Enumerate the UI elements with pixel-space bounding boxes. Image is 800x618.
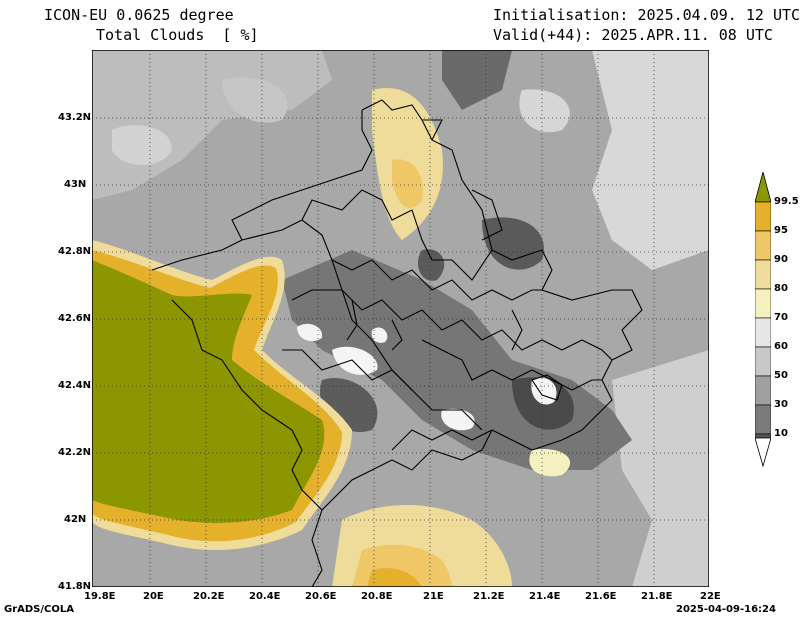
clear-spot-3	[371, 327, 388, 343]
lat-label: 43N	[64, 179, 87, 190]
colorbar-bin	[755, 288, 771, 319]
colorbar-bin	[755, 404, 771, 435]
cloud-zone-90-north	[392, 159, 423, 209]
cloud-patch-70	[529, 449, 571, 477]
lat-label: 41.8N	[58, 581, 92, 592]
init-time: Initialisation: 2025.04.09. 12 UTC	[493, 6, 800, 24]
lon-label: 20.6E	[305, 591, 337, 602]
lat-label: 43.2N	[58, 112, 92, 123]
colorbar-bin	[755, 433, 771, 439]
lat-label: 42.8N	[58, 246, 92, 257]
cloud-zone-95-south	[367, 568, 422, 587]
clear-spot-1	[332, 346, 378, 375]
lon-label: 21.2E	[473, 591, 505, 602]
cloud-patch-dark	[417, 249, 445, 281]
colorbar-label: 50	[774, 370, 788, 381]
lon-label: 21.6E	[585, 591, 617, 602]
colorbar-bin	[755, 317, 771, 348]
colorbar-label: 30	[774, 399, 788, 410]
lon-label: 21.8E	[641, 591, 673, 602]
colorbar-bin	[755, 259, 771, 290]
cloud-map	[92, 50, 709, 587]
lon-label: 22E	[700, 591, 721, 602]
cloud-zone-light-se	[612, 350, 709, 587]
map-title: ICON-EU 0.0625 degree	[44, 6, 234, 24]
clear-spot-2	[297, 323, 323, 342]
colorbar-label: 10	[774, 428, 788, 439]
colorbar-label: 80	[774, 283, 788, 294]
colorbar-bin	[755, 201, 771, 232]
cloud-zone-light-ne	[592, 50, 709, 270]
lon-label: 20.8E	[361, 591, 393, 602]
colorbar-bin	[755, 230, 771, 261]
lon-label: 21E	[423, 591, 444, 602]
colorbar-label: 70	[774, 312, 788, 323]
colorbar-bin	[755, 346, 771, 377]
cloud-patch-light	[112, 125, 172, 165]
credit-label: GrADS/COLA	[4, 604, 74, 615]
lon-label: 20.2E	[193, 591, 225, 602]
lon-label: 19.8E	[84, 591, 116, 602]
variable-label: Total Clouds [ %]	[96, 26, 259, 44]
lon-label: 21.4E	[529, 591, 561, 602]
colorbar	[755, 172, 771, 468]
colorbar-label: 95	[774, 225, 788, 236]
colorbar-bottom-arrow	[755, 437, 771, 468]
border-lines	[151, 99, 643, 587]
cloud-zone-dark-top	[442, 50, 512, 110]
lon-label: 20.4E	[249, 591, 281, 602]
cloud-zone-dark-n	[482, 217, 544, 270]
colorbar-label: 60	[774, 341, 788, 352]
colorbar-bin	[755, 375, 771, 406]
colorbar-top-arrow	[755, 172, 771, 203]
lat-label: 42.6N	[58, 313, 92, 324]
render-timestamp: 2025-04-09-16:24	[676, 604, 776, 615]
cloud-patch-light-3	[519, 89, 570, 133]
colorbar-label: 90	[774, 254, 788, 265]
valid-time: Valid(+44): 2025.APR.11. 08 UTC	[493, 26, 773, 44]
lat-label: 42.2N	[58, 447, 92, 458]
cloud-patch-light-2	[222, 77, 288, 123]
lat-label: 42.4N	[58, 380, 92, 391]
cloud-zone-99-west	[92, 260, 325, 523]
colorbar-label: 99.5	[774, 196, 799, 207]
lon-label: 20E	[143, 591, 164, 602]
lat-label: 42N	[64, 514, 87, 525]
